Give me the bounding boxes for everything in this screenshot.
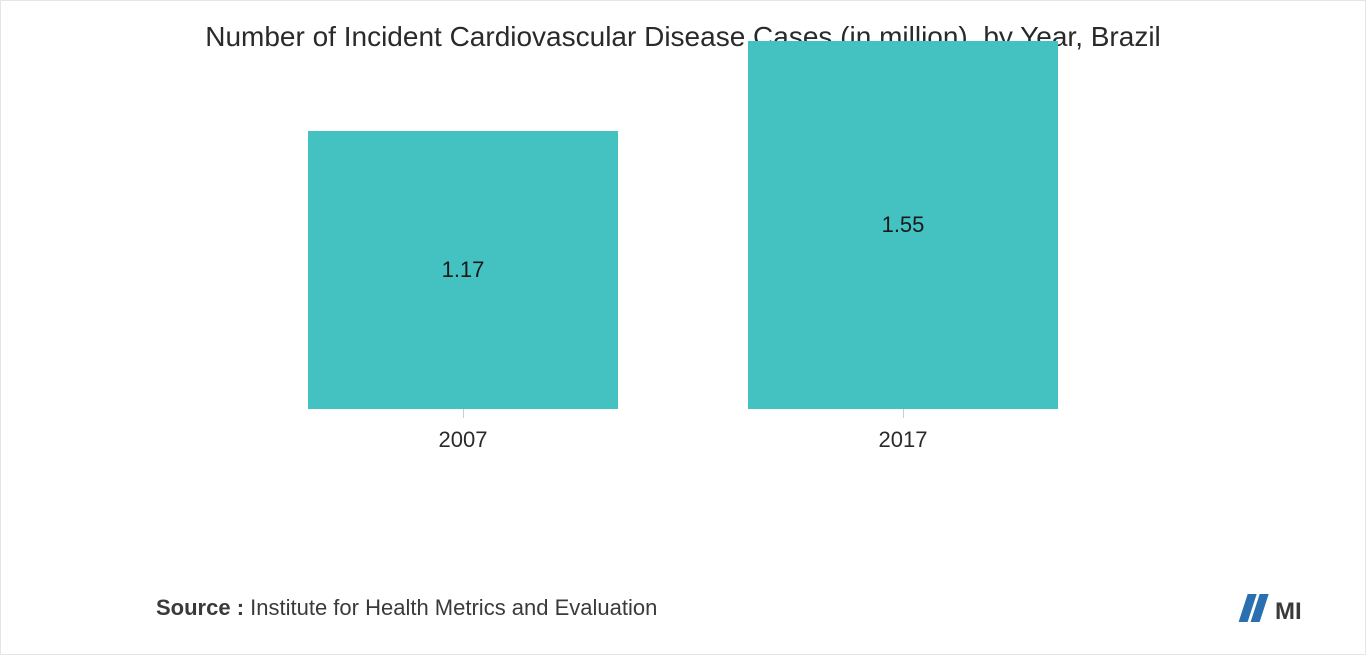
x-category-1: 2017 (879, 427, 928, 453)
bar-value-label-1: 1.55 (882, 212, 925, 238)
bar-group-0: 1.17 2007 (308, 131, 618, 453)
tick-1 (903, 409, 904, 418)
bar-0: 1.17 (308, 131, 618, 409)
brand-logo: MI (1235, 590, 1305, 626)
source-value: Institute for Health Metrics and Evaluat… (250, 595, 657, 620)
bar-1: 1.55 (748, 41, 1058, 409)
source-row: Source : Institute for Health Metrics an… (156, 590, 1305, 626)
bars-container: 1.17 2007 1.55 2017 (1, 73, 1365, 453)
source-text: Source : Institute for Health Metrics an… (156, 595, 657, 621)
x-category-0: 2007 (439, 427, 488, 453)
bar-group-1: 1.55 2017 (748, 41, 1058, 453)
source-label: Source : (156, 595, 244, 620)
chart-title: Number of Incident Cardiovascular Diseas… (1, 1, 1365, 63)
tick-0 (463, 409, 464, 418)
bar-value-label-0: 1.17 (442, 257, 485, 283)
mi-logo-icon: MI (1235, 590, 1305, 626)
svg-text:MI: MI (1275, 598, 1302, 625)
chart-area: 1.17 2007 1.55 2017 (1, 63, 1365, 503)
